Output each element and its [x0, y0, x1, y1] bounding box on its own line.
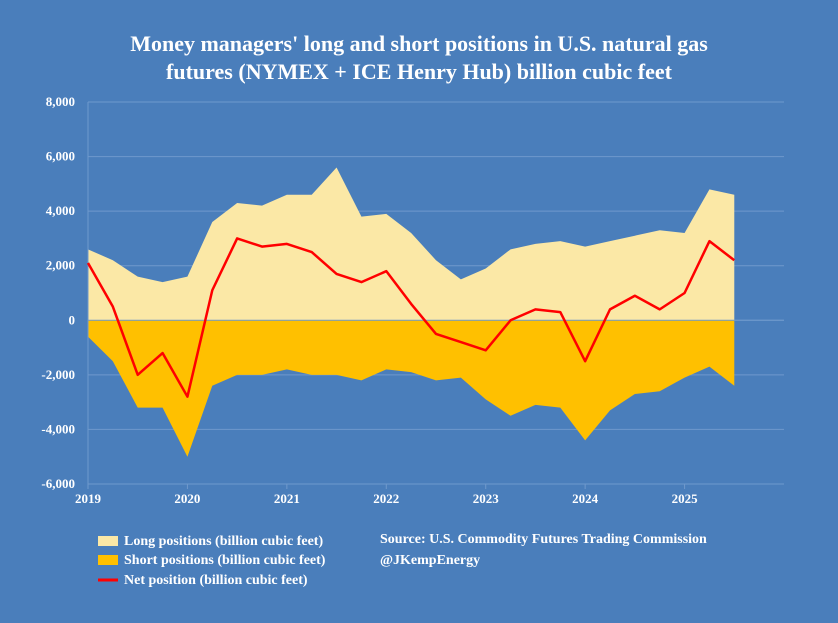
line-series — [86, 237, 736, 398]
y-tick-label: -2,000 — [41, 367, 75, 382]
source-note: Source: U.S. Commodity Futures Trading C… — [380, 532, 707, 547]
legend: Long positions (billion cubic feet) Shor… — [98, 534, 326, 588]
y-tick-label: -4,000 — [41, 421, 75, 436]
short-positions-area — [88, 320, 735, 457]
chart-title: Money managers' long and short positions… — [0, 30, 838, 86]
y-axis-ticks: 8,000 6,000 4,000 2,000 0 -2,000 -4,000 -6,000 — [41, 94, 75, 491]
x-axis-ticks: 2019 2020 2021 2022 2023 2024 2025 — [75, 484, 698, 506]
chart-title-line-1: Money managers' long and short positions… — [130, 31, 708, 56]
legend-swatch-short — [98, 555, 118, 565]
net-position-line — [86, 237, 736, 398]
y-tick-label: 2,000 — [46, 258, 75, 273]
y-tick-label: -6,000 — [41, 476, 75, 491]
legend-label-short: Short positions (billion cubic feet) — [124, 553, 326, 568]
x-tick-label: 2021 — [274, 491, 300, 506]
y-tick-label: 4,000 — [46, 203, 75, 218]
credit-handle: @JKempEnergy — [380, 553, 480, 568]
y-tick-label: 6,000 — [46, 149, 75, 164]
chart-title-line-2: futures (NYMEX + ICE Henry Hub) billion … — [166, 59, 672, 84]
area-series — [88, 167, 735, 457]
long-positions-area — [88, 167, 735, 321]
x-tick-label: 2019 — [75, 491, 102, 506]
x-tick-label: 2020 — [174, 491, 200, 506]
x-tick-label: 2022 — [373, 491, 399, 506]
y-tick-label: 8,000 — [46, 94, 75, 109]
legend-label-long: Long positions (billion cubic feet) — [124, 534, 323, 549]
x-tick-label: 2024 — [572, 491, 599, 506]
legend-label-net: Net position (billion cubic feet) — [124, 573, 308, 588]
y-tick-label: 0 — [69, 312, 76, 327]
x-tick-label: 2023 — [473, 491, 500, 506]
x-tick-label: 2025 — [672, 491, 699, 506]
legend-swatch-long — [98, 536, 118, 546]
